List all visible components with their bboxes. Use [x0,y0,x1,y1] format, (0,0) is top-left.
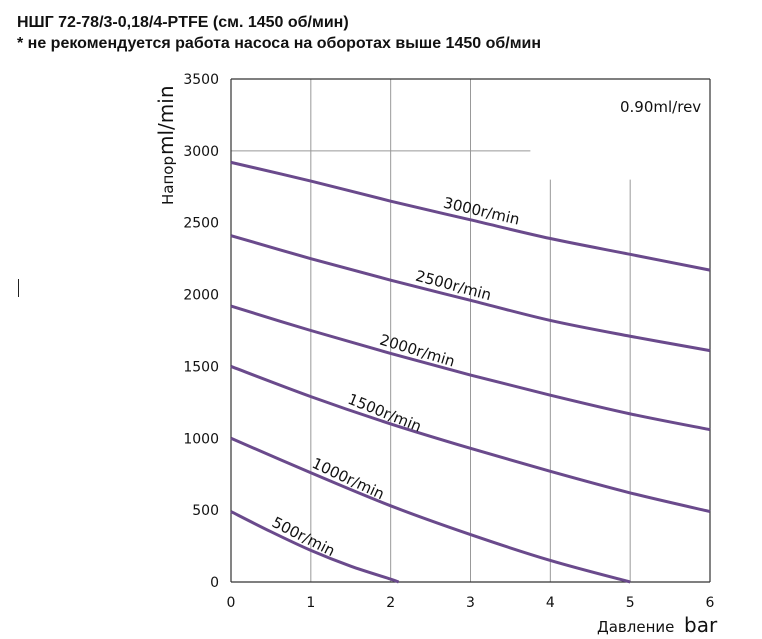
y-tick-label-2000: 2000 [183,288,219,304]
x-tick-label-1: 1 [306,595,315,611]
chart-title: НШГ 72-78/3-0,18/4-PTFE (см. 1450 об/мин… [17,14,349,31]
chart-subtitle: * не рекомендуется работа насоса на обор… [17,35,542,52]
tick-labels: 0 1 2 3 4 5 6 0 500 1000 1500 2000 2500 3000 3500 [183,72,714,611]
curve-2500r/min [230,234,711,353]
y-tick-label-0: 0 [210,575,219,591]
y-tick-label-500: 500 [192,503,219,519]
y-tick-label-3000: 3000 [183,144,219,160]
curve-2000r/min [230,304,711,432]
x-tick-label-2: 2 [386,595,395,611]
x-tick-label-3: 3 [466,595,475,611]
x-tick-label-6: 6 [706,595,715,611]
x-tick-label-4: 4 [546,595,555,611]
x-tick-label-0: 0 [227,595,236,611]
curve-label-2000r/min: 2000r/min [378,331,458,371]
curve-label-1000r/min: 1000r/min [309,454,387,503]
x-axis-label-unit: bar [684,613,718,637]
y-tick-label-2500: 2500 [183,216,219,232]
text-cursor [18,279,19,297]
curve-1000r/min [230,436,631,584]
y-tick-label-3500: 3500 [183,72,219,88]
curve-500r/min [230,510,400,584]
curve-3000r/min [230,160,711,272]
curve-1500r/min [230,365,711,514]
x-tick-label-5: 5 [626,595,635,611]
y-axis-label-unit: ml/min [154,86,178,156]
x-axis-label-word: Давление [597,618,674,636]
y-axis-label-word: Напор [159,156,177,205]
curve-label-2500r/min: 2500r/min [414,267,494,304]
y-tick-label-1500: 1500 [183,359,219,375]
y-tick-label-1000: 1000 [183,431,219,447]
curves [230,160,711,584]
grid-lines [231,79,631,582]
displacement-annotation: 0.90ml/rev [620,98,701,116]
